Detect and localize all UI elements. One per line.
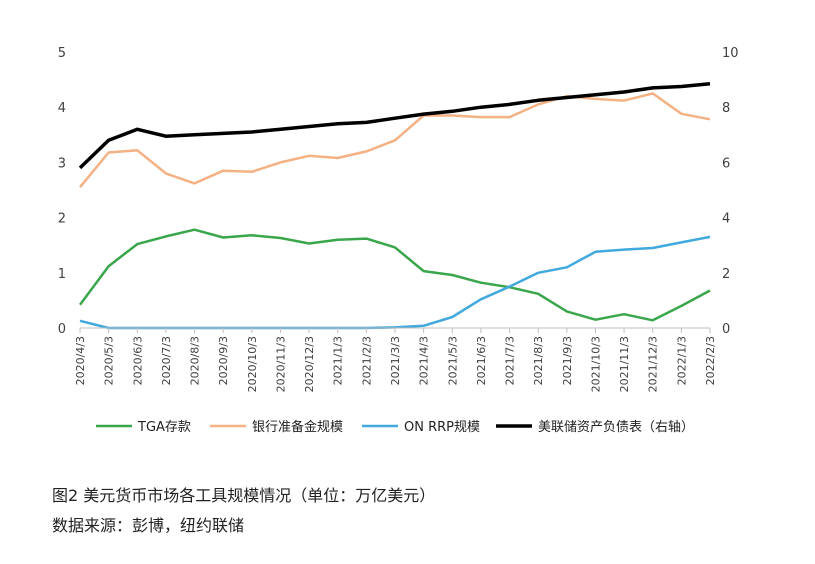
x-tick-label: 2021/4/3 [418,336,431,385]
legend-label-2: ON RRP规模 [404,420,480,435]
figure-caption: 图2 美元货币市场各工具规模情况（单位：万亿美元） [52,486,436,505]
y-right-tick-label: 0 [722,322,730,337]
series-line-0 [78,228,711,322]
y-right-tick-label: 10 [722,46,739,61]
x-tick-label: 2021/8/3 [532,336,545,385]
legend-label-0: TGA存款 [137,420,191,435]
x-tick-label: 2020/12/3 [303,336,316,392]
y-left-tick-label: 5 [58,46,66,61]
x-tick-label: 2021/11/3 [618,336,631,392]
y-right-tick-label: 4 [722,212,730,227]
x-tick-label: 2020/7/3 [160,336,173,385]
plot-area [78,81,711,330]
legend-label-1: 银行准备金规模 [252,419,343,435]
x-tick-label: 2021/2/3 [360,336,373,385]
x-tick-label: 2021/6/3 [475,336,488,385]
x-tick-label: 2022/1/3 [675,336,688,385]
x-tick-label: 2021/10/3 [589,336,602,392]
x-tick-label: 2020/5/3 [103,336,116,385]
x-tick-label: 2020/11/3 [274,336,287,392]
y-right-tick-label: 8 [722,101,730,116]
x-tick-label: 2021/12/3 [647,336,660,392]
legend: TGA存款 银行准备金规模 ON RRP规模 美联储资产负债表（右轴） [96,419,694,435]
x-tick-label: 2020/6/3 [131,336,144,385]
series-line-2 [79,235,711,330]
x-tick-label: 2021/5/3 [446,336,459,385]
y-right-tick-label: 6 [722,156,730,171]
x-tick-label: 2022/2/3 [704,336,717,385]
axes: 0 1 2 3 4 5 0 2 4 6 8 10 2020/4/3 2020/5/3 2020/6/3 202… [58,46,739,392]
x-tick-label: 2021/9/3 [561,336,574,385]
x-tick-label: 2021/3/3 [389,336,402,385]
y-left-tick-label: 1 [58,267,66,282]
x-tick-label: 2021/7/3 [504,336,517,385]
series-line-3 [78,81,711,170]
series-line-1 [79,92,711,188]
y-right-tick-label: 2 [722,267,730,282]
x-tick-label: 2020/9/3 [217,336,230,385]
y-left-tick-label: 3 [58,156,66,171]
x-tick-label: 2021/1/3 [332,336,345,385]
legend-label-3: 美联储资产负债表（右轴） [538,420,694,435]
data-source: 数据来源：彭博，纽约联储 [52,516,245,535]
y-left-tick-label: 0 [58,322,66,337]
x-tick-label: 2020/8/3 [189,336,202,385]
chart-svg: 0 1 2 3 4 5 0 2 4 6 8 10 2020/4/3 2020/5/3 2020/6/3 202… [58,46,739,435]
x-tick-label: 2020/4/3 [74,336,87,385]
y-left-tick-label: 4 [58,101,66,116]
y-left-tick-label: 2 [58,212,66,227]
x-tick-label: 2020/10/3 [246,336,259,392]
